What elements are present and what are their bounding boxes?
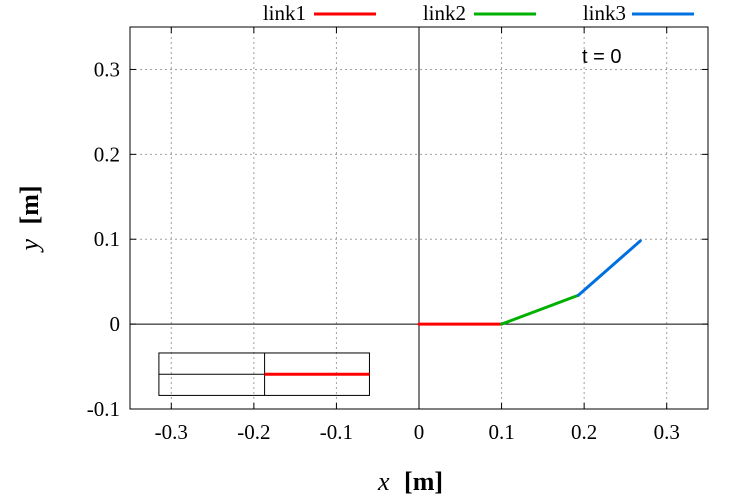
- y-axis-unit: [m]: [15, 185, 44, 224]
- series-lines: [417, 239, 642, 326]
- x-tick-label: 0.1: [488, 420, 514, 444]
- legend-label-link2: link2: [423, 1, 466, 25]
- x-tick-label: 0: [414, 420, 425, 444]
- legend-label-link1: link1: [263, 1, 306, 25]
- svg-text:x [m]: x [m]: [377, 467, 443, 496]
- x-axis-label: x [m]: [377, 467, 443, 496]
- y-axis-label: y [m]: [15, 185, 44, 253]
- tick-labels: -0.3 -0.2 -0.1 0 0.1 0.2 0.3 -0.1 0 0.1 0.2 0.3: [87, 27, 708, 444]
- series-line-link3: [576, 239, 642, 297]
- y-tick-label: -0.1: [87, 397, 120, 421]
- x-tick-label: 0.3: [654, 420, 680, 444]
- svg-text:y [m]: y [m]: [15, 185, 44, 253]
- y-tick-label: 0: [110, 312, 121, 336]
- x-axis-var: x: [377, 467, 390, 496]
- axes: [130, 27, 708, 409]
- series-line-link2: [500, 293, 580, 326]
- legend-label-link3: link3: [583, 1, 626, 25]
- y-axis-var: y: [15, 239, 44, 254]
- x-axis-unit: [m]: [404, 467, 443, 496]
- time-annotation: t = 0: [582, 46, 621, 68]
- y-tick-label: 0.3: [94, 57, 120, 81]
- x-tick-label: -0.1: [320, 420, 353, 444]
- x-tick-label: -0.3: [155, 420, 188, 444]
- x-tick-label: -0.2: [237, 420, 270, 444]
- legend: link1 link2 link3: [263, 1, 694, 25]
- y-tick-label: 0.1: [94, 227, 120, 251]
- plot-frame: [129, 26, 709, 410]
- inset-diagram: [158, 352, 370, 396]
- x-tick-label: 0.2: [571, 420, 597, 444]
- y-tick-label: 0.2: [94, 142, 120, 166]
